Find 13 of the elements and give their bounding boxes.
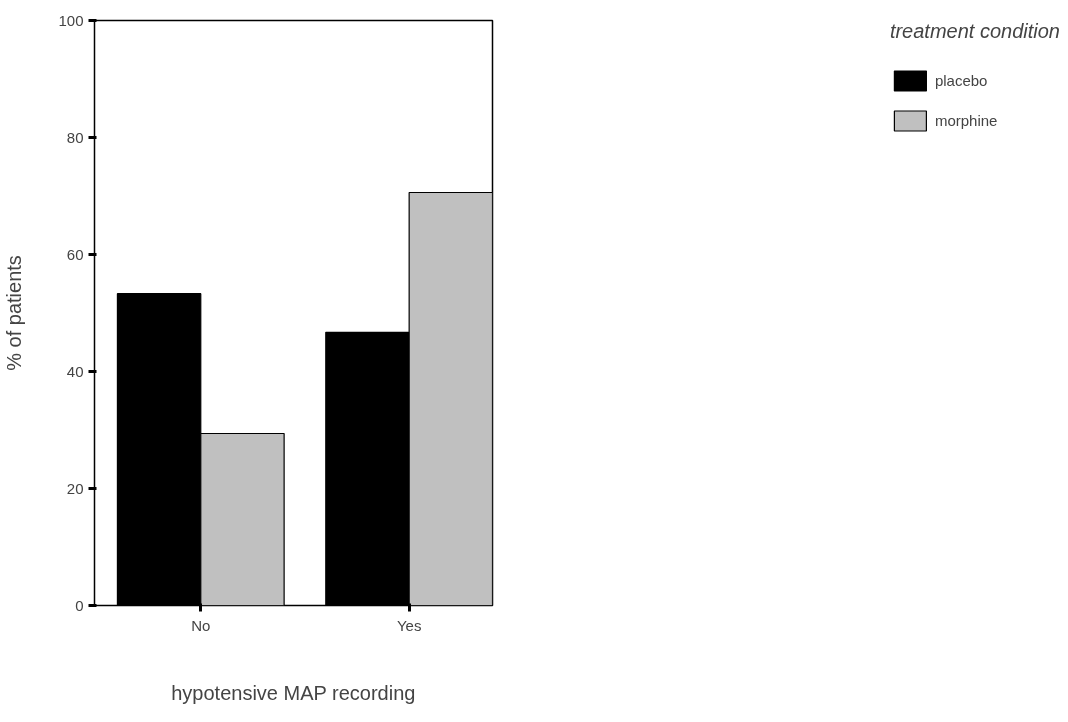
- y-tick-label: 100: [58, 11, 84, 29]
- legend-title: treatment condition: [889, 20, 1060, 43]
- y-tick-label: 0: [75, 596, 84, 614]
- x-tick-label: No: [191, 616, 211, 634]
- legend-label: placebo: [934, 72, 988, 89]
- y-tick-label: 60: [66, 245, 84, 263]
- y-tick-label: 40: [66, 362, 84, 380]
- x-tick-label: Yes: [396, 616, 422, 634]
- x-axis-title: hypotensive MAP recording: [171, 681, 416, 704]
- y-axis-title: % of patients: [3, 255, 26, 371]
- legend-label: morphine: [934, 112, 998, 129]
- y-tick-label: 20: [66, 479, 84, 497]
- y-tick-label: 80: [66, 128, 84, 146]
